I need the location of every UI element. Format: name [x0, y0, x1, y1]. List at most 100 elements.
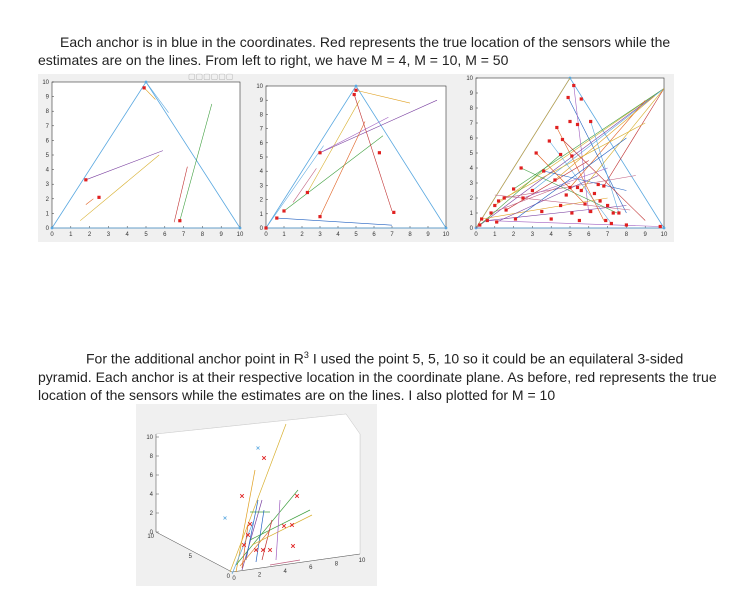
- sensor-point: [142, 86, 146, 90]
- estimate-line: [475, 88, 665, 229]
- sensor-marker-3d: [239, 493, 245, 499]
- sensor-point: [530, 188, 534, 193]
- x-tick-label: 8: [408, 232, 412, 238]
- y-tick-label: 5: [189, 554, 193, 560]
- anchor-point: [354, 84, 358, 88]
- y-tick-label: 5: [46, 153, 50, 159]
- sensor-point: [570, 154, 574, 158]
- anchor-point: [662, 226, 666, 230]
- estimate-line: [494, 88, 665, 206]
- chart-panel-10: 0 1 2 3 4 5 6 7 8 9 10 0 1 2 3 4 5 6 7 8 9 10: [256, 84, 450, 238]
- y-tick-label: 2: [470, 196, 474, 202]
- y-tick-label: 9: [46, 95, 50, 101]
- z-tick-label: 0: [150, 530, 154, 536]
- x-tick-label: 0: [474, 232, 478, 238]
- y-tick-label: 6: [260, 141, 264, 147]
- sensor-point: [493, 203, 497, 208]
- y-tick-label: 1: [470, 211, 474, 217]
- y-tick-label: 0: [227, 574, 231, 580]
- x-tick-label: 4: [284, 569, 288, 575]
- x-tick-label: 9: [644, 232, 648, 238]
- anchor-triangle: [265, 85, 447, 229]
- estimate-line: [603, 88, 665, 187]
- sensor-point: [658, 224, 662, 229]
- estimate-line: [265, 145, 324, 229]
- estimate-line: [292, 168, 317, 203]
- x-tick-label: 2: [258, 572, 262, 578]
- sensor-point: [305, 190, 309, 195]
- sensor-point: [560, 137, 565, 142]
- sensor-marker-3d: [261, 455, 267, 461]
- y-tick-label: 0: [260, 226, 264, 232]
- plot-area: [265, 85, 447, 229]
- sensor-point: [512, 187, 516, 191]
- sensor-point: [579, 188, 583, 193]
- estimate-line: [556, 127, 605, 221]
- sensor-point: [570, 211, 574, 215]
- z-tick-label: 2: [150, 511, 154, 517]
- estimate-line: [307, 100, 360, 193]
- x-tick-label: 10: [443, 232, 450, 238]
- sensor-point: [611, 211, 615, 215]
- y-tick-label: 4: [46, 168, 50, 174]
- estimate-line: [85, 198, 94, 205]
- sensor-marker-3d: [260, 547, 266, 553]
- estimate-line: [179, 103, 213, 221]
- sensor-point: [354, 88, 358, 92]
- estimate-line-3d: [269, 559, 301, 566]
- y-tick-label: 2: [46, 197, 50, 203]
- estimate-line-3d: [245, 499, 259, 561]
- estimate-line: [276, 217, 393, 226]
- x-tick-label: 6: [372, 232, 376, 238]
- x-axis: [231, 553, 361, 573]
- y-tick-label: 10: [147, 534, 154, 540]
- sensor-marker-3d: [289, 522, 295, 528]
- sensor-point: [553, 178, 557, 182]
- estimate-line: [535, 152, 586, 205]
- anchor-point: [50, 226, 54, 230]
- sensor-marker-3d: [281, 523, 287, 529]
- x-tick-label: 4: [336, 232, 340, 238]
- y-tick-label: 3: [46, 182, 50, 188]
- x-tick-label: 0: [264, 232, 268, 238]
- sensor-point: [504, 208, 508, 212]
- y-axis: [155, 531, 233, 573]
- sensor-point: [566, 95, 570, 100]
- sensor-point: [575, 185, 580, 190]
- x-tick-label: 2: [512, 232, 516, 238]
- chart-panel-4: 0 1 2 3 4 5 6 7 8 9 10 0 1 2 3 4 5 6 7 8 9 10: [42, 80, 244, 238]
- plot-area: [51, 81, 241, 229]
- anchor-triangle: [51, 81, 241, 229]
- sensor-marker-3d: [267, 547, 273, 553]
- y-tick-label: 7: [470, 121, 474, 127]
- y-tick-label: 5: [470, 151, 474, 157]
- estimate-line: [590, 121, 620, 214]
- sensor-point: [97, 195, 101, 199]
- x-tick-label: 3: [318, 232, 322, 238]
- sensor-point: [318, 215, 322, 219]
- x-tick-label: 1: [69, 232, 73, 238]
- estimate-line-3d: [239, 529, 271, 567]
- y-tick-label: 10: [42, 80, 49, 86]
- y-tick-label: 7: [46, 124, 50, 130]
- x-tick-label: 5: [568, 232, 572, 238]
- estimate-line: [581, 88, 665, 191]
- sensor-point: [559, 203, 563, 208]
- estimate-line: [494, 194, 631, 211]
- sensor-point: [502, 196, 506, 200]
- estimate-line: [475, 77, 571, 229]
- y-tick-label: 1: [46, 211, 50, 217]
- x-tick-label: 10: [237, 232, 244, 238]
- x-tick-label: 6: [309, 565, 313, 571]
- sensor-marker-3d: [253, 547, 259, 553]
- sensor-point: [564, 193, 568, 197]
- sensor-point: [478, 223, 482, 227]
- estimate-line: [490, 182, 571, 214]
- sensor-marker-3d: [290, 543, 296, 549]
- sensor-point: [609, 221, 613, 226]
- x-tick-label: 9: [220, 232, 224, 238]
- x-tick-label: 3: [531, 232, 535, 238]
- axes: 0 1 2 3 4 5 6 7 8 9 10 0 1 2 3 4 5 6 7 8 9 10: [466, 76, 668, 238]
- estimate-line: [85, 150, 164, 181]
